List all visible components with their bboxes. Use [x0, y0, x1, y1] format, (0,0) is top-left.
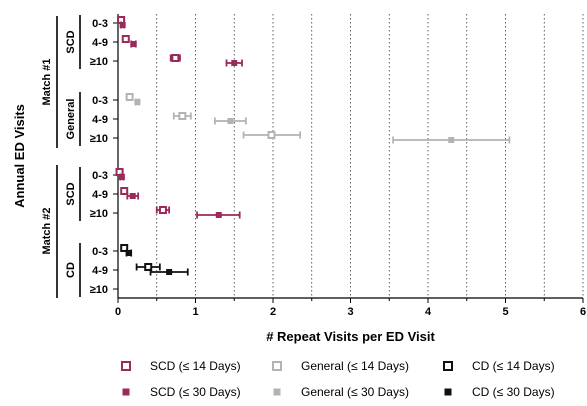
- data-point: [196, 211, 241, 219]
- legend-label: CD (≤ 30 Days): [472, 385, 555, 399]
- category-label: ≥10: [90, 208, 108, 220]
- category-label: 0-3: [92, 170, 108, 182]
- legend-label: SCD (≤ 30 Days): [150, 385, 241, 399]
- data-marker: [129, 193, 136, 199]
- data-marker: [448, 137, 455, 143]
- legend-marker: [273, 388, 281, 396]
- x-tick-label: 1: [192, 306, 198, 318]
- axes: [56, 14, 584, 303]
- data-point: [121, 35, 130, 43]
- data-point: [135, 263, 161, 271]
- data-marker: [267, 131, 276, 139]
- y-axis-title: Annual ED Visits: [12, 104, 27, 208]
- legend-marker: [122, 388, 130, 396]
- category-label: ≥10: [90, 133, 108, 145]
- x-tick-label: 6: [580, 306, 586, 318]
- legend-item: SCD (≤ 14 Days): [121, 359, 241, 373]
- group-label: SCD: [65, 182, 77, 205]
- category-label: ≥10: [90, 284, 108, 296]
- x-tick-label: 0: [115, 306, 121, 318]
- x-tick-label: 4: [425, 306, 432, 318]
- data-point: [242, 131, 302, 139]
- data-point: [126, 192, 140, 200]
- data-point: [169, 54, 181, 62]
- axis-labels: 0 1 2 3 4 5 6 # Repeat Visits per ED Visit Annua…: [12, 18, 586, 344]
- legend-item: General (≤ 14 Days): [272, 359, 409, 373]
- legend-marker: [444, 388, 452, 396]
- data-marker: [158, 206, 167, 214]
- x-tick-label: 5: [502, 306, 508, 318]
- legend: SCD (≤ 14 Days) General (≤ 14 Days) CD (≤ …: [121, 359, 555, 399]
- data-marker: [119, 22, 126, 28]
- x-tick-label: 2: [270, 306, 276, 318]
- x-tick-label: 3: [347, 306, 353, 318]
- data-point: [125, 93, 134, 101]
- data-marker: [231, 60, 238, 66]
- match-label: Match #1: [41, 58, 53, 105]
- grid-lines: [156, 14, 584, 298]
- data-point: [119, 21, 126, 29]
- category-label: 4-9: [92, 114, 108, 126]
- legend-label: General (≤ 30 Days): [301, 385, 409, 399]
- data-marker: [166, 269, 173, 275]
- legend-marker: [443, 361, 453, 371]
- group-label: General: [65, 99, 77, 140]
- data-marker: [144, 263, 153, 271]
- category-label: 4-9: [92, 265, 108, 277]
- data-point: [120, 244, 129, 252]
- data-marker: [125, 93, 134, 101]
- legend-item: General (≤ 30 Days): [273, 385, 409, 399]
- data-point: [117, 16, 126, 24]
- data-point: [134, 98, 141, 106]
- data-marker: [134, 99, 141, 105]
- legend-label: CD (≤ 14 Days): [472, 359, 555, 373]
- legend-item: SCD (≤ 30 Days): [122, 385, 241, 399]
- category-label: 0-3: [92, 95, 108, 107]
- data-point: [213, 117, 247, 125]
- data-point: [120, 187, 129, 195]
- category-label: ≥10: [90, 56, 108, 68]
- group-label: SCD: [65, 30, 77, 53]
- data-marker: [215, 212, 222, 218]
- data-point: [155, 206, 171, 214]
- data-marker: [227, 118, 234, 124]
- x-axis-title: # Repeat Visits per ED Visit: [266, 329, 435, 344]
- legend-label: SCD (≤ 14 Days): [150, 359, 241, 373]
- data-point: [392, 136, 511, 144]
- category-label: 0-3: [92, 246, 108, 258]
- category-label: 0-3: [92, 18, 108, 30]
- data-marker: [121, 35, 130, 43]
- data-point: [149, 268, 189, 276]
- legend-item: CD (≤ 14 Days): [443, 359, 555, 373]
- legend-label: General (≤ 14 Days): [301, 359, 409, 373]
- group-label: CD: [65, 262, 77, 278]
- data-marker: [130, 41, 137, 47]
- data-point: [125, 249, 133, 257]
- legend-marker: [272, 361, 282, 371]
- legend-item: CD (≤ 30 Days): [444, 385, 555, 399]
- category-label: 4-9: [92, 189, 108, 201]
- category-label: 4-9: [92, 37, 108, 49]
- data-marker: [120, 244, 129, 252]
- data-point: [130, 40, 137, 48]
- data-marker: [118, 174, 125, 180]
- data-point: [118, 173, 125, 181]
- data-point: [172, 112, 192, 120]
- data-marks: [115, 16, 511, 276]
- data-marker: [171, 54, 180, 62]
- data-marker: [120, 187, 129, 195]
- data-marker: [178, 112, 187, 120]
- data-point: [225, 59, 243, 67]
- legend-marker: [121, 361, 131, 371]
- data-marker: [125, 250, 132, 256]
- match-label: Match #2: [41, 207, 53, 254]
